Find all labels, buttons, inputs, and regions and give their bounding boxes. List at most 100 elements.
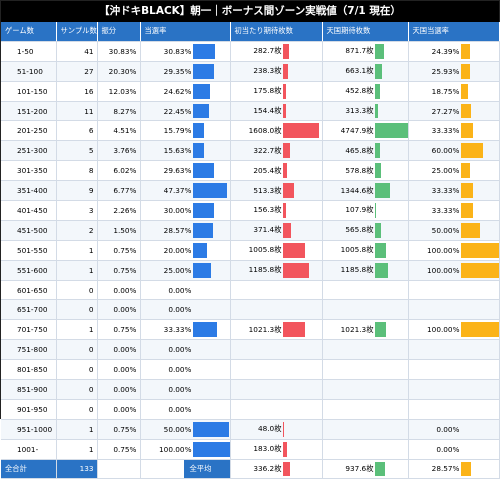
- first-hit-expected: 154.4枚: [230, 101, 323, 122]
- heaven-avg-bar: [374, 461, 386, 476]
- heaven-rate: [408, 359, 500, 381]
- win-rate: 28.57%: [140, 220, 231, 241]
- sample-count: 0: [56, 359, 98, 381]
- win-rate-bar: [192, 123, 204, 139]
- heaven-rate-bar: [460, 83, 468, 99]
- win-rate-bar: [192, 143, 204, 159]
- heaven-rate: 24.39%: [408, 41, 500, 62]
- heaven-rate-bar: [460, 222, 480, 238]
- sample-count: 8: [56, 160, 98, 182]
- win-rate: 29.35%: [140, 61, 231, 82]
- distribution: 0.75%: [97, 319, 141, 341]
- zone-stats-table: ゲーム数 サンプル数 振分 当選率 初当たり期待枚数 天国期待枚数 天国当選率 …: [1, 22, 500, 479]
- first-hit-expected: 371.4枚: [230, 220, 323, 241]
- summary-heaven-rate: 28.57%: [408, 459, 500, 479]
- heaven-rate-bar: [460, 262, 498, 278]
- heaven-rate-bar: [460, 143, 484, 159]
- game-range: 751-800: [1, 339, 57, 361]
- game-range: 251-300: [1, 140, 57, 162]
- distribution: 0.00%: [97, 359, 141, 381]
- distribution: 0.75%: [97, 419, 141, 440]
- table-row: 851-900 0 0.00% 0.00%: [1, 379, 500, 400]
- heaven-rate: 33.33%: [408, 200, 500, 221]
- total-samples: 133: [56, 459, 98, 479]
- win-rate: 0.00%: [140, 280, 231, 301]
- first-hit-expected: 1185.8枚: [230, 260, 323, 281]
- table-row: 1001- 1 0.75% 100.00% 183.0枚 0.00%: [1, 439, 500, 460]
- game-range: 201-250: [1, 120, 57, 142]
- sample-count: 11: [56, 101, 98, 122]
- heaven-rate-avg-bar: [460, 461, 472, 476]
- heaven-rate: 60.00%: [408, 140, 500, 162]
- win-rate: 0.00%: [140, 339, 231, 361]
- sample-count: 0: [56, 339, 98, 361]
- first-hit-expected: [230, 359, 323, 381]
- win-rate: 15.63%: [140, 140, 231, 162]
- table-row: 51-100 27 20.30% 29.35% 238.3枚 663.1枚 25.93%: [1, 61, 500, 82]
- distribution: 2.26%: [97, 200, 141, 221]
- sample-count: 1: [56, 240, 98, 261]
- distribution: 4.51%: [97, 120, 141, 142]
- heaven-rate: [408, 299, 500, 321]
- heaven-expected-bar: [374, 43, 385, 59]
- win-rate-bar: [192, 222, 214, 238]
- game-range: 51-100: [1, 61, 57, 82]
- table-row: 451-500 2 1.50% 28.57% 371.4枚 565.8枚 50.00%: [1, 220, 500, 241]
- win-rate: 0.00%: [140, 399, 231, 420]
- sample-count: 41: [56, 41, 98, 62]
- table-row: 951-1000 1 0.75% 50.00% 48.0枚 0.00%: [1, 419, 500, 440]
- heaven-rate: 33.33%: [408, 120, 500, 142]
- distribution: 12.03%: [97, 81, 141, 102]
- table-row: 651-700 0 0.00% 0.00%: [1, 299, 500, 321]
- distribution: 0.00%: [97, 399, 141, 420]
- table-row: 901-950 0 0.00% 0.00%: [1, 399, 500, 420]
- heaven-rate-bar: [460, 63, 471, 79]
- first-hit-bar: [282, 421, 284, 437]
- heaven-rate: 50.00%: [408, 220, 500, 241]
- sample-count: 0: [56, 399, 98, 420]
- win-rate-bar: [192, 322, 217, 338]
- distribution: 0.00%: [97, 339, 141, 361]
- heaven-rate-bar: [460, 43, 470, 59]
- sample-count: 0: [56, 280, 98, 301]
- first-hit-expected: 1005.8枚: [230, 240, 323, 261]
- table-row: 801-850 0 0.00% 0.00%: [1, 359, 500, 381]
- win-rate-bar: [192, 441, 229, 457]
- heaven-rate: [408, 379, 500, 400]
- first-hit-bar: [282, 242, 306, 258]
- sample-count: 1: [56, 419, 98, 440]
- heaven-expected-bar: [374, 262, 389, 278]
- game-range: 351-400: [1, 180, 57, 202]
- heaven-rate-bar: [460, 163, 470, 179]
- table-row: 701-750 1 0.75% 33.33% 1021.3枚 1021.3枚 100.00%: [1, 319, 500, 341]
- table-row: 1-50 41 30.83% 30.83% 282.7枚 871.7枚 24.39%: [1, 41, 500, 62]
- first-hit-bar: [282, 143, 290, 159]
- heaven-expected: 465.8枚: [322, 140, 409, 162]
- win-rate: 24.62%: [140, 81, 231, 102]
- win-rate-bar: [192, 183, 227, 199]
- first-hit-bar: [282, 441, 287, 457]
- table-row: 751-800 0 0.00% 0.00%: [1, 339, 500, 361]
- heaven-rate: 0.00%: [408, 439, 500, 460]
- first-hit-bar: [282, 123, 319, 139]
- sample-count: 9: [56, 180, 98, 202]
- win-rate-bar: [192, 163, 214, 179]
- table-row: 401-450 3 2.26% 30.00% 156.3枚 107.9枚 33.33%: [1, 200, 500, 221]
- distribution: 20.30%: [97, 61, 141, 82]
- win-rate-bar: [192, 203, 215, 218]
- win-rate-bar: [192, 262, 211, 278]
- heaven-rate: 27.27%: [408, 101, 500, 122]
- heaven-rate-bar: [460, 242, 498, 258]
- first-hit-expected: [230, 379, 323, 400]
- game-range: 851-900: [1, 379, 57, 400]
- table-row: 601-650 0 0.00% 0.00%: [1, 280, 500, 301]
- distribution: 3.76%: [97, 140, 141, 162]
- first-hit-expected: 322.7枚: [230, 140, 323, 162]
- table-row: 351-400 9 6.77% 47.37% 513.3枚 1344.6枚 33.33%: [1, 180, 500, 202]
- sample-count: 27: [56, 61, 98, 82]
- heaven-expected: 565.8枚: [322, 220, 409, 241]
- table-row: 151-200 11 8.27% 22.45% 154.4枚 313.3枚 27.27%: [1, 101, 500, 122]
- heaven-expected-bar: [374, 63, 383, 79]
- heaven-expected-bar: [374, 103, 379, 119]
